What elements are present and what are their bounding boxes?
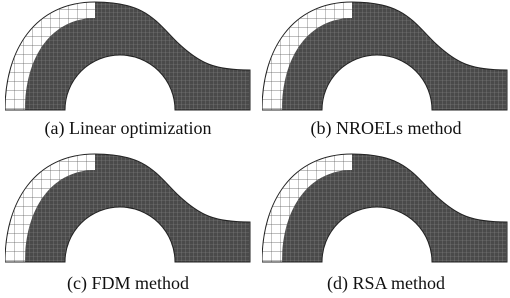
mesh-shape bbox=[5, 0, 251, 112]
caption: (c) FDM method bbox=[67, 273, 189, 294]
caption: (b) NROELs method bbox=[311, 118, 462, 139]
caption: (d) RSA method bbox=[327, 273, 445, 294]
caption: (a) Linear optimization bbox=[45, 118, 212, 139]
mesh-shape bbox=[5, 152, 251, 264]
figure: (a) Linear optimization (b) NROELs metho… bbox=[0, 0, 510, 298]
mesh-shape bbox=[262, 0, 508, 112]
mesh-shape bbox=[262, 152, 508, 264]
